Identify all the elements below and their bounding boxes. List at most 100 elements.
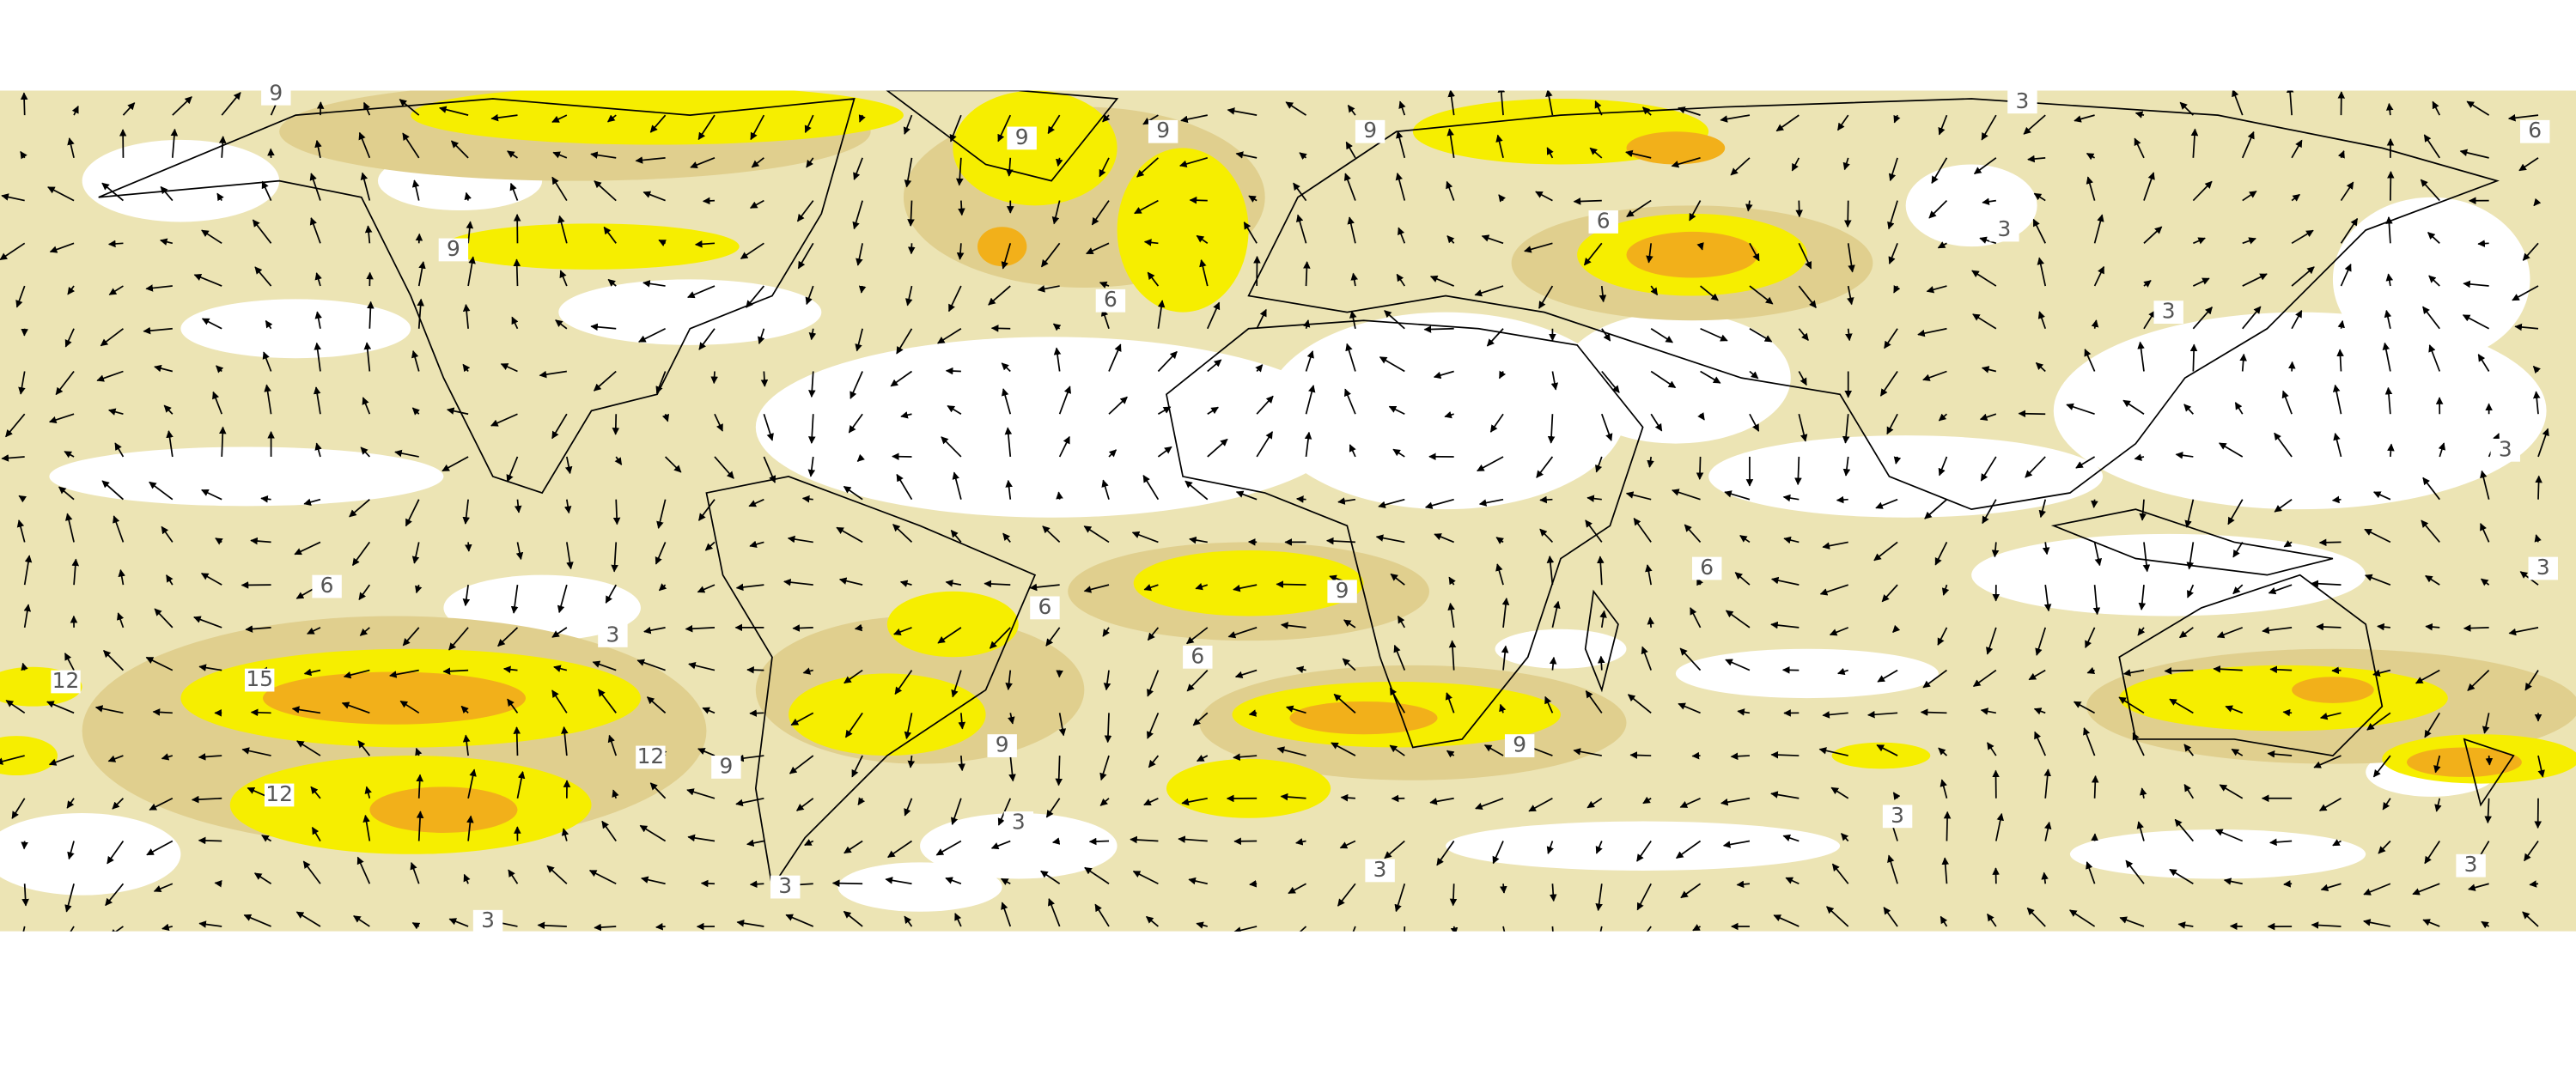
wind-arrow bbox=[460, 705, 469, 714]
wind-arrow bbox=[954, 913, 962, 927]
wind-arrow bbox=[551, 114, 568, 123]
wind-arrow bbox=[697, 584, 716, 593]
wind-arrow bbox=[1091, 200, 1110, 226]
wind-arrow bbox=[1056, 157, 1063, 167]
wind-arrow bbox=[1745, 200, 1753, 212]
wind-arrow bbox=[2291, 139, 2303, 159]
wind-arrow bbox=[1148, 755, 1160, 768]
wind-arrow bbox=[67, 137, 75, 159]
wind-arrow bbox=[1535, 191, 1553, 202]
wind-arrow bbox=[2421, 519, 2440, 543]
wind-arrow bbox=[1299, 152, 1307, 161]
wind-arrow bbox=[508, 869, 519, 884]
wind-arrow bbox=[1892, 624, 1901, 634]
wind-arrow bbox=[2122, 399, 2145, 415]
wind-arrow bbox=[797, 242, 814, 270]
wind-arrow bbox=[1528, 798, 1553, 812]
wind-arrow bbox=[956, 243, 965, 260]
wind-arrow bbox=[2269, 838, 2293, 847]
wind-arrow bbox=[997, 114, 1012, 143]
wind-arrow bbox=[1722, 840, 1751, 848]
wind-arrow bbox=[1477, 456, 1504, 472]
wind-arrow bbox=[655, 542, 667, 565]
wind-arrow bbox=[1042, 525, 1061, 544]
wind-arrow bbox=[1798, 242, 1812, 270]
wind-arrow bbox=[2274, 432, 2293, 458]
wind-arrow bbox=[1775, 114, 1800, 132]
wind-arrow bbox=[851, 755, 863, 778]
wind-arrow bbox=[1448, 576, 1456, 586]
wind-arrow bbox=[448, 627, 469, 651]
wind-arrow bbox=[1536, 456, 1554, 478]
wind-arrow bbox=[1982, 499, 1997, 525]
wind-arrow bbox=[198, 920, 222, 928]
wind-arrow bbox=[1980, 708, 1997, 715]
wind-arrow bbox=[1573, 748, 1602, 756]
wind-arrow bbox=[1730, 157, 1751, 176]
wind-arrow bbox=[1180, 114, 1208, 124]
contour-label: 9 bbox=[719, 753, 733, 778]
wind-arrow bbox=[1395, 173, 1406, 201]
wind-arrow bbox=[252, 219, 272, 244]
wind-arrow bbox=[1393, 644, 1406, 671]
label-box bbox=[2490, 438, 2520, 462]
wind-arrow bbox=[438, 106, 469, 116]
wind-arrow bbox=[1986, 742, 1997, 756]
wind-arrow bbox=[1005, 670, 1013, 691]
wind-arrow bbox=[1829, 627, 1849, 636]
wind-arrow bbox=[751, 157, 764, 168]
wind-arrow bbox=[467, 256, 476, 287]
wind-arrow bbox=[2219, 784, 2244, 799]
label-box bbox=[1365, 859, 1395, 883]
wind-arrow bbox=[687, 285, 716, 299]
wind-arrow bbox=[1343, 619, 1356, 629]
wind-arrow bbox=[0, 755, 25, 765]
wind-arrow bbox=[2332, 839, 2342, 847]
wind-arrow bbox=[1233, 584, 1258, 592]
wind-arrow bbox=[261, 835, 272, 842]
wind-arrow bbox=[2033, 192, 2046, 202]
wind-arrow bbox=[894, 670, 913, 695]
wind-arrow bbox=[2262, 626, 2293, 635]
contour-label: 12 bbox=[265, 781, 293, 806]
wind-arrow bbox=[1524, 242, 1553, 253]
wind-arrow bbox=[2044, 821, 2052, 841]
wind-arrow bbox=[801, 495, 813, 503]
wind-arrow bbox=[46, 701, 75, 714]
wind-arrow bbox=[1389, 744, 1405, 756]
wind-arrow bbox=[49, 242, 75, 253]
wind-arrow bbox=[411, 349, 420, 372]
wind-arrow bbox=[1867, 710, 1898, 719]
wind-arrow bbox=[850, 371, 863, 399]
wind-arrow bbox=[357, 740, 371, 756]
wind-arrow bbox=[636, 659, 666, 671]
wind-arrow bbox=[1601, 413, 1613, 441]
wind-arrow bbox=[1830, 786, 1849, 799]
wind-arrow bbox=[1595, 841, 1603, 854]
wind-arrow bbox=[1724, 490, 1751, 501]
wind-arrow bbox=[1136, 157, 1159, 178]
wind-arrow bbox=[2462, 314, 2490, 330]
wind-arrow bbox=[2268, 584, 2293, 595]
wind-arrow bbox=[2313, 755, 2342, 768]
wind-arrow bbox=[658, 239, 667, 246]
wind-arrow bbox=[2227, 499, 2244, 525]
wind-arrow bbox=[1795, 200, 1803, 218]
wind-arrow bbox=[551, 176, 568, 202]
wind-arrow bbox=[1737, 708, 1751, 716]
wind-arrow bbox=[296, 740, 321, 756]
wind-arrow bbox=[1495, 563, 1504, 586]
wind-arrow bbox=[1142, 475, 1160, 501]
label-box bbox=[636, 745, 666, 769]
wind-arrow bbox=[641, 876, 666, 885]
contour-labels: 9 9 9 9 3 6 9 6 6 3 3 3 6 3 6 9 6 3 12 15 6 12 9 9 9 12 3 3 3 3 3 3 bbox=[51, 80, 2558, 933]
wind-arrow bbox=[2143, 226, 2163, 244]
wind-arrow bbox=[107, 841, 125, 865]
wind-arrow bbox=[1256, 431, 1274, 458]
wind-arrow bbox=[802, 667, 813, 675]
wind-arrow bbox=[2459, 149, 2489, 159]
wind-arrow bbox=[1207, 406, 1219, 415]
wind-arrow bbox=[2420, 179, 2440, 202]
wind-arrow bbox=[736, 919, 764, 927]
wind-arrow bbox=[763, 456, 776, 483]
